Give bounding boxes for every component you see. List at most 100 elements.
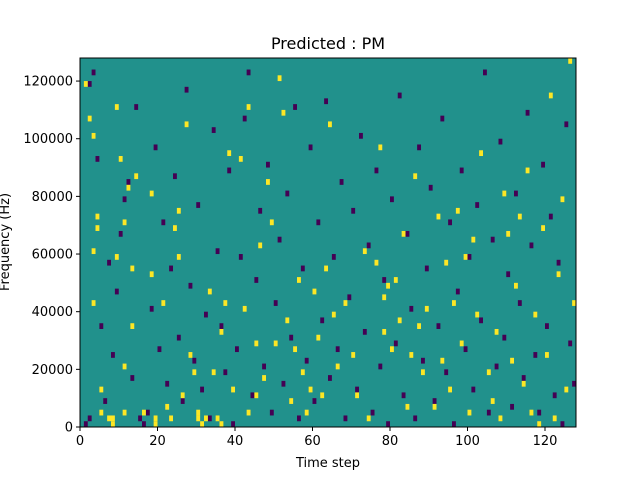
heatmap-cell-low [238,254,243,260]
heatmap-cell-low [556,259,561,266]
heatmap-cell-low [428,184,433,191]
heatmap-cell-high [510,357,515,364]
y-tick-label: 40000 [32,305,73,320]
heatmap-cell-low [560,421,565,427]
heatmap-cell-low [498,138,503,145]
heatmap-cell-low [169,265,174,272]
heatmap-cell-low [459,167,464,174]
heatmap-cell-low [285,190,290,197]
heatmap-cell-high [448,386,453,393]
heatmap-cell-low [269,409,274,416]
heatmap-cell-low [207,415,212,422]
heatmap-cell-low [83,421,88,427]
heatmap-cell-low [297,415,301,422]
heatmap-cell-low [126,179,131,185]
heatmap-cell-high [537,421,542,427]
heatmap-cell-low [541,161,546,168]
heatmap-cell-high [471,236,476,243]
heatmap-cell-low [153,144,158,151]
heatmap-cell-high [188,352,193,358]
heatmap-cell-high [91,132,96,139]
heatmap-cell-low [328,375,332,381]
heatmap-cell-low [281,380,286,387]
heatmap-cell-high [114,104,119,110]
heatmap-cell-low [192,357,197,364]
heatmap-cell-low [99,323,104,329]
heatmap-cell-low [227,167,232,174]
heatmap-cell-high [463,254,468,260]
heatmap-cell-low [312,398,317,404]
heatmap-cells [83,58,577,427]
heatmap-cell-low [316,219,321,226]
heatmap-cell-low [537,409,542,416]
heatmap-cell-high [405,403,410,410]
heatmap-cell-low [374,167,379,174]
heatmap-cell-low [486,409,491,416]
heatmap-cell-high [134,173,139,180]
heatmap-cell-high [211,369,216,376]
heatmap-cell-low [258,207,263,214]
heatmap-cell-high [176,254,181,260]
heatmap-cell-high [227,150,232,157]
heatmap-cell-high [118,156,123,162]
heatmap-cell-high [525,167,530,174]
heatmap-cell-low [304,357,309,364]
heatmap-cell-high [219,421,224,427]
heatmap-cell-high [436,213,441,220]
y-tick-label: 80000 [32,190,73,205]
heatmap-cell-low [517,300,522,306]
heatmap-cell-high [568,58,573,64]
heatmap-cell-high [328,121,332,128]
y-axis: 0 20000 40000 60000 80000 100000 120000 [23,75,80,436]
heatmap-cell-high [258,242,263,249]
heatmap-cell-high [506,230,511,237]
plot-area [79,57,577,428]
heatmap-cell-low [173,173,177,180]
heatmap-cell-high [130,323,135,329]
y-axis-label: Frequency (Hz) [0,193,13,291]
heatmap-cell-high [552,415,557,422]
heatmap-cell-low [118,230,123,237]
heatmap-cell-high [355,392,360,399]
heatmap-cell-low [455,288,460,295]
heatmap-cell-low [448,219,453,226]
heatmap-cell-low [506,271,511,278]
heatmap-cell-high [149,271,154,278]
x-axis: 0 20 40 60 80 100 120 [76,427,557,449]
heatmap-cell-high [196,415,201,422]
heatmap-cell-low [176,334,181,341]
heatmap-cell-low [87,415,92,422]
heatmap-cell-high [529,409,534,416]
heatmap-cell-high [161,300,166,306]
heatmap-cell-high [91,248,96,255]
heatmap-cell-high [308,386,313,393]
heatmap-cell-high [184,121,189,128]
x-tick-label: 40 [227,434,244,449]
heatmap-cell-high [440,357,445,364]
heatmap-cell-high [417,323,422,329]
heatmap-cell-high [107,415,112,422]
heatmap-cell-high [200,421,205,427]
heatmap-cell-low [254,277,259,283]
heatmap-cell-low [250,392,255,399]
heatmap-cell-high [397,317,402,324]
heatmap-cell-low [184,86,189,93]
heatmap-cell-high [165,403,170,410]
heatmap-cell-low [87,81,92,87]
x-axis-label: Time step [295,456,360,471]
heatmap-cell-low [378,363,383,370]
heatmap-cell-low [452,421,456,427]
heatmap-cell-low [242,115,247,122]
heatmap-cell-low [351,207,356,214]
heatmap-cell-high [297,277,301,283]
heatmap-cell-high [424,305,429,312]
heatmap-cell-low [134,104,139,110]
heatmap-cell-low [521,375,526,381]
y-tick-label: 100000 [23,132,73,147]
heatmap-cell-low [211,127,216,133]
heatmap-cell-low [386,421,391,427]
heatmap-cell-high [382,328,387,335]
heatmap-cell-high [331,311,336,318]
heatmap-cell-low [308,144,313,151]
